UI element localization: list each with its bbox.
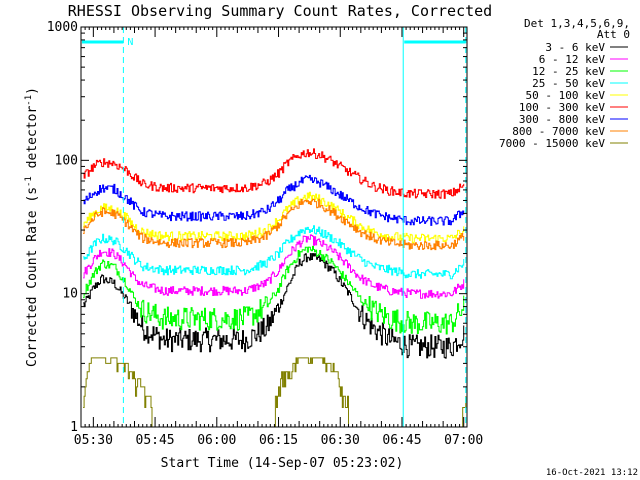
y-axis-label-main: Corrected Count Rate (s xyxy=(25,187,40,367)
x-axis-ticks: 05:30 05:45 06:00 06:15 06:30 06:45 07:00 xyxy=(74,27,483,448)
legend-label: 100 - 300 keV xyxy=(519,101,605,114)
y-tick-label: 1 xyxy=(70,420,78,435)
y-axis-label-sup2: -1 xyxy=(24,95,34,106)
series-line xyxy=(83,234,465,299)
series-line xyxy=(83,245,465,335)
series-line xyxy=(83,191,465,244)
legend-label: 50 - 100 keV xyxy=(526,89,606,102)
night-annotation: N xyxy=(127,37,133,48)
x-tick-label: 05:30 xyxy=(74,433,113,448)
y-tick-label: 1000 xyxy=(47,20,78,35)
y-axis-label-mid: detector xyxy=(25,106,40,177)
x-tick-label: 06:45 xyxy=(382,433,421,448)
legend-label: 6 - 12 keV xyxy=(539,53,606,66)
y-axis-ticks: 1 10 100 1000 xyxy=(47,20,467,435)
x-tick-label: 06:30 xyxy=(321,433,360,448)
legend-label: 300 - 800 keV xyxy=(519,113,605,126)
series-line xyxy=(83,148,465,199)
generation-timestamp: 16-Oct-2021 13:12 xyxy=(546,468,638,478)
legend-header-line1: Det 1,3,4,5,6,9, xyxy=(524,17,630,30)
y-axis-label: Corrected Count Rate (s-1 detector-1) xyxy=(24,87,40,367)
legend-label: 12 - 25 keV xyxy=(532,65,605,78)
series-line xyxy=(83,357,467,428)
x-axis-label: Start Time (14-Sep-07 05:23:02) xyxy=(161,456,404,471)
x-tick-label: 06:15 xyxy=(259,433,298,448)
legend-label: 800 - 7000 keV xyxy=(512,125,605,138)
series-line xyxy=(83,174,465,226)
chart-title: RHESSI Observing Summary Count Rates, Co… xyxy=(68,2,492,20)
series-line xyxy=(83,225,465,280)
series-line xyxy=(83,198,465,251)
y-axis-label-sup1: -1 xyxy=(24,176,34,187)
x-tick-label: 07:00 xyxy=(444,433,483,448)
x-tick-label: 05:45 xyxy=(136,433,175,448)
legend-header-line2: Att 0 xyxy=(597,28,630,41)
series-line xyxy=(83,253,465,359)
legend-label: 3 - 6 keV xyxy=(545,41,605,54)
series-traces xyxy=(83,148,467,428)
legend-label: 7000 - 15000 keV xyxy=(499,137,605,150)
y-tick-label: 10 xyxy=(62,287,78,302)
legend-label: 25 - 50 keV xyxy=(532,77,605,90)
y-tick-label: 100 xyxy=(55,153,78,168)
y-axis-label-end: ) xyxy=(25,87,40,95)
x-tick-label: 06:00 xyxy=(197,433,236,448)
